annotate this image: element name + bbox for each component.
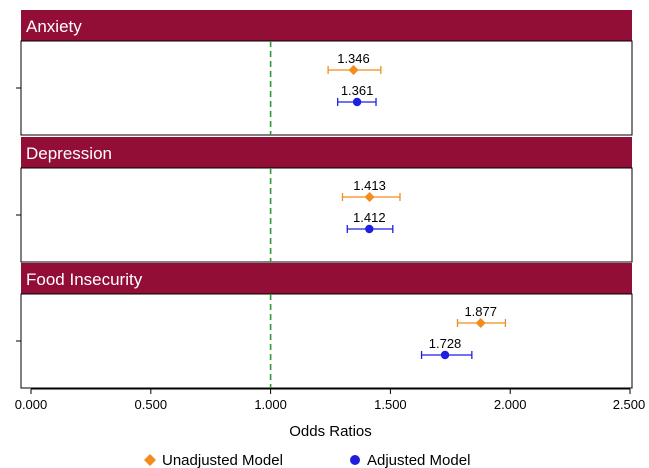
legend-item-adjusted: Adjusted Model: [350, 452, 470, 468]
panel-anxiety: Anxiety 1.346 1.361: [16, 10, 633, 136]
legend-label: Unadjusted Model: [162, 452, 283, 468]
data-point-adjusted: 1.412: [346, 210, 394, 234]
legend-circle-marker: [350, 455, 360, 465]
legend-item-unadjusted: Unadjusted Model: [144, 452, 283, 468]
x-tick-label: 1.500: [374, 397, 407, 412]
panel-frame: [20, 40, 633, 136]
panel-frame: [20, 167, 633, 263]
panel-header: [21, 10, 632, 41]
panel-depression: Depression 1.413 1.412: [16, 137, 633, 263]
point-label: 1.412: [353, 210, 386, 225]
data-point-unadjusted: 1.413: [341, 178, 401, 202]
panel-title: Depression: [26, 144, 112, 163]
circle-marker: [365, 224, 374, 234]
data-point-adjusted: 1.728: [420, 336, 473, 360]
data-point-unadjusted: 1.877: [456, 304, 507, 328]
x-tick-label: 2.000: [494, 397, 527, 412]
point-label: 1.346: [337, 51, 370, 66]
diamond-marker: [475, 318, 486, 328]
panel-title: Anxiety: [26, 17, 82, 36]
point-label: 1.413: [353, 178, 386, 193]
panel-title: Food Insecurity: [26, 270, 143, 289]
x-axis: 0.000 0.500 1.000 1.500 2.000 2.500: [15, 388, 646, 412]
point-label: 1.877: [464, 304, 497, 319]
legend: Unadjusted Model Adjusted Model: [144, 452, 470, 468]
data-point-unadjusted: 1.346: [327, 51, 382, 75]
circle-marker: [440, 350, 450, 360]
point-label: 1.361: [341, 83, 374, 98]
panel-food-insecurity: Food Insecurity 1.877 1.728: [16, 263, 633, 389]
x-tick-label: 0.000: [15, 397, 48, 412]
x-tick-label: 2.500: [613, 397, 646, 412]
diamond-marker: [364, 192, 375, 202]
panel-header: [21, 263, 632, 294]
panel-frame: [20, 293, 633, 389]
data-point-adjusted: 1.361: [337, 83, 377, 107]
x-tick-label: 0.500: [135, 397, 168, 412]
diamond-marker: [348, 65, 359, 75]
point-label: 1.728: [429, 336, 462, 351]
legend-label: Adjusted Model: [367, 452, 470, 468]
panels-layer: Anxiety 1.346 1.361 Depression 1.413 1.412 Foo…: [16, 10, 633, 389]
panel-header: [21, 137, 632, 168]
circle-marker: [352, 97, 362, 107]
legend-diamond-marker: [144, 454, 156, 466]
x-tick-label: 1.000: [254, 397, 287, 412]
x-axis-title: Odds Ratios: [289, 423, 372, 440]
